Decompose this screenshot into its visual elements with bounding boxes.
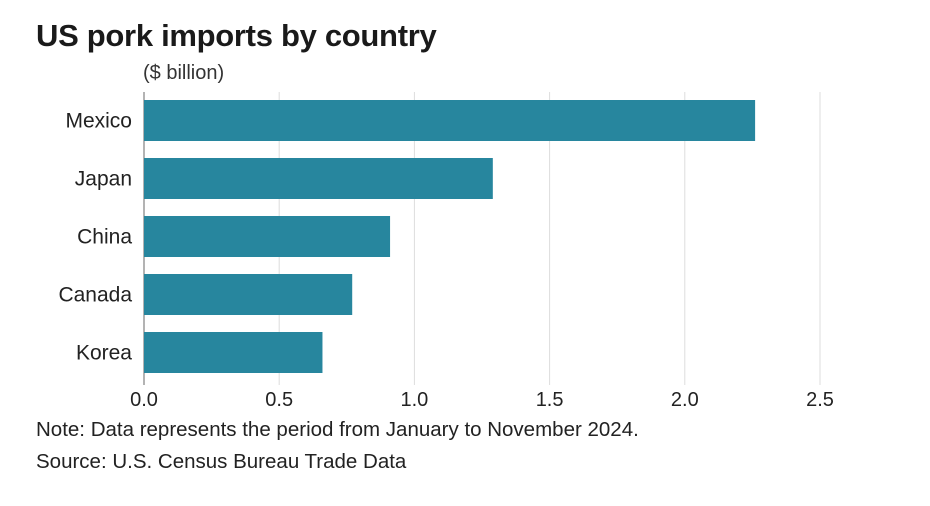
category-label: Mexico [65, 110, 132, 133]
x-tick-labels: 0.0 0.5 1.0 1.5 2.0 2.5 [130, 389, 834, 411]
unit-label: ($ billion) [143, 62, 225, 84]
x-tick-label: 1.5 [536, 389, 564, 411]
bar-china [144, 216, 391, 257]
category-label: Japan [75, 168, 132, 191]
bars [144, 100, 756, 373]
chart-title: US pork imports by country [36, 18, 437, 53]
bar-korea [144, 332, 323, 373]
source-text: Source: U.S. Census Bureau Trade Data [36, 450, 407, 473]
x-tick-label: 0.0 [130, 389, 158, 411]
category-labels: Mexico Japan China Canada Korea [58, 110, 132, 365]
category-label: China [77, 226, 132, 249]
x-tick-label: 2.5 [806, 389, 834, 411]
bar-japan [144, 158, 493, 199]
x-tick-label: 0.5 [265, 389, 293, 411]
bar-mexico [144, 100, 756, 141]
category-label: Korea [76, 342, 132, 365]
category-label: Canada [58, 284, 132, 307]
bar-canada [144, 274, 353, 315]
note-text: Note: Data represents the period from Ja… [36, 418, 639, 441]
x-tick-label: 1.0 [400, 389, 428, 411]
x-tick-label: 2.0 [671, 389, 699, 411]
